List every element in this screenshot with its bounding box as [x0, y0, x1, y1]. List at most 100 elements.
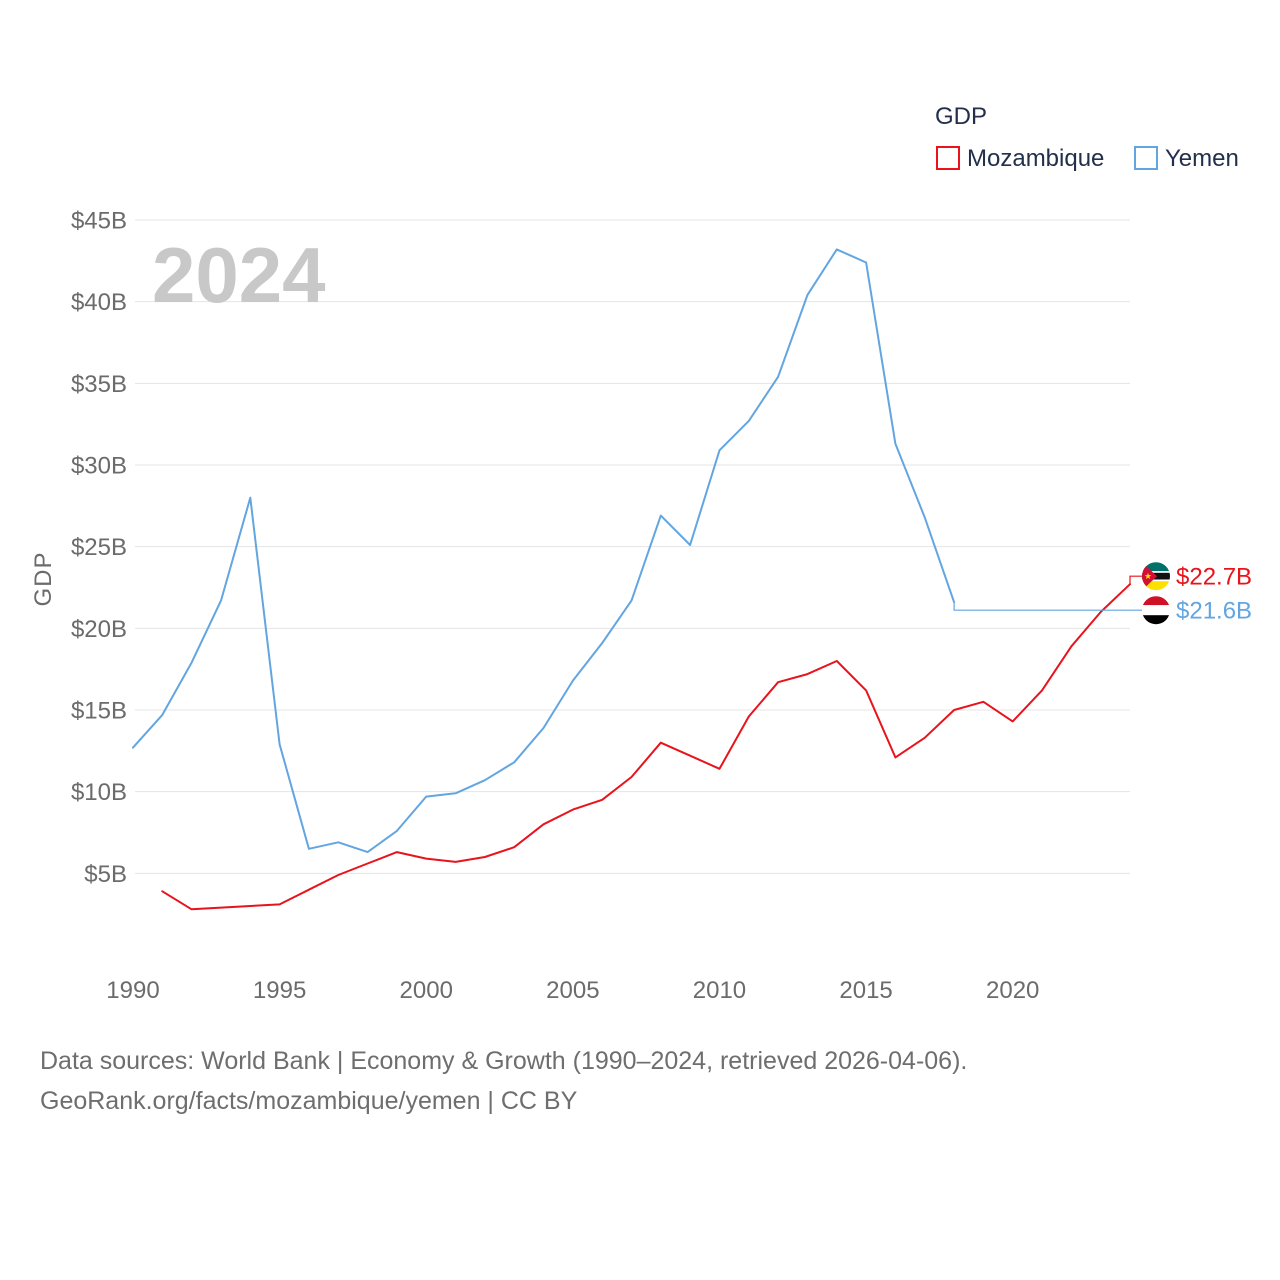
y-tick-label: $15B	[71, 698, 127, 725]
data-sources-text: Data sources: World Bank | Economy & Gro…	[40, 1047, 967, 1075]
data-point-mozambique-1993	[218, 905, 224, 911]
data-point-yemen-1990	[130, 745, 136, 751]
data-point-mozambique-2003	[511, 844, 517, 850]
data-point-mozambique-1994	[247, 903, 253, 909]
data-point-mozambique-2015	[863, 687, 869, 693]
data-point-mozambique-2018	[951, 707, 957, 713]
end-label-connector-mozambique	[1129, 575, 1142, 585]
data-point-mozambique-1997	[335, 872, 341, 878]
data-point-mozambique-2012	[775, 679, 781, 685]
data-point-mozambique-1999	[394, 849, 400, 855]
y-tick-label: $20B	[71, 616, 127, 643]
series-lines	[130, 246, 1131, 912]
legend-swatch-yemen	[1134, 146, 1158, 170]
end-labels: $22.7B $21.6B	[953, 562, 1252, 625]
data-point-mozambique-2013	[804, 671, 810, 677]
data-point-yemen-2012	[775, 374, 781, 380]
data-point-mozambique-2001	[453, 859, 459, 865]
data-point-mozambique-1996	[306, 887, 312, 893]
data-point-yemen-2010	[717, 447, 723, 453]
data-point-yemen-2008	[658, 513, 664, 519]
y-tick-label: $25B	[71, 534, 127, 561]
data-point-mozambique-2016	[892, 754, 898, 760]
data-point-mozambique-2007	[629, 774, 635, 780]
legend-label-yemen: Yemen	[1165, 145, 1239, 172]
data-point-yemen-2013	[804, 292, 810, 298]
data-point-yemen-2001	[453, 790, 459, 796]
legend-title: GDP	[935, 103, 987, 130]
data-point-yemen-1992	[189, 660, 195, 666]
data-point-yemen-2017	[922, 514, 928, 520]
gridlines	[135, 219, 1130, 874]
data-point-mozambique-2021	[1039, 687, 1045, 693]
y-axis-ticks: $5B $10B $15B $20B $25B $30B $35B $40B $45B	[71, 208, 127, 888]
y-tick-label: $35B	[71, 371, 127, 398]
x-tick-label: 2010	[693, 977, 746, 1004]
data-point-yemen-2007	[629, 598, 635, 604]
series-line-yemen	[132, 248, 956, 854]
legend-label-mozambique: Mozambique	[967, 145, 1104, 172]
data-point-yemen-2016	[892, 441, 898, 447]
data-point-yemen-2015	[863, 260, 869, 266]
yemen-flag-icon	[1142, 596, 1170, 625]
data-point-mozambique-2011	[746, 714, 752, 720]
data-point-yemen-1997	[335, 839, 341, 845]
data-point-yemen-2003	[511, 759, 517, 765]
data-point-mozambique-1991	[159, 888, 165, 894]
data-point-mozambique-2010	[717, 766, 723, 772]
data-point-yemen-2011	[746, 418, 752, 424]
x-tick-label: 2005	[546, 977, 599, 1004]
data-point-mozambique-2019	[980, 699, 986, 705]
end-label-yemen: $21.6B	[1176, 598, 1252, 625]
y-tick-label: $30B	[71, 453, 127, 480]
credit-text: GeoRank.org/facts/mozambique/yemen | CC …	[40, 1087, 578, 1115]
end-label-connector-yemen	[953, 602, 1142, 611]
data-point-mozambique-2002	[482, 854, 488, 860]
y-tick-label: $45B	[71, 208, 127, 235]
data-point-yemen-2002	[482, 777, 488, 783]
mozambique-flag-icon	[1142, 562, 1170, 591]
x-tick-label: 1990	[106, 977, 159, 1004]
data-point-mozambique-2006	[599, 797, 605, 803]
legend: GDP Mozambique Yemen	[935, 103, 1239, 172]
data-point-mozambique-2004	[541, 821, 547, 827]
data-point-mozambique-2009	[687, 753, 693, 759]
data-point-yemen-2014	[834, 246, 840, 252]
data-point-yemen-2000	[423, 794, 429, 800]
current-year-watermark: 2024	[152, 231, 326, 319]
data-point-yemen-1995	[277, 741, 283, 747]
data-point-mozambique-2017	[922, 735, 928, 741]
x-tick-label: 2015	[839, 977, 892, 1004]
data-point-mozambique-1995	[277, 901, 283, 907]
data-point-yemen-1999	[394, 828, 400, 834]
data-point-mozambique-2005	[570, 807, 576, 813]
x-axis-ticks: 1990 1995 2000 2005 2010 2015 2020	[106, 977, 1039, 1004]
y-tick-label: $5B	[84, 861, 127, 888]
y-axis-title: GDP	[30, 551, 57, 606]
data-point-yemen-2004	[541, 725, 547, 731]
data-point-yemen-1998	[365, 849, 371, 855]
data-point-mozambique-2020	[1010, 718, 1016, 724]
data-point-yemen-1994	[247, 495, 253, 501]
data-point-mozambique-1992	[189, 906, 195, 912]
data-point-mozambique-2008	[658, 740, 664, 746]
legend-item-yemen[interactable]: Yemen	[1134, 145, 1239, 172]
data-point-yemen-1991	[159, 712, 165, 718]
x-tick-label: 1995	[253, 977, 306, 1004]
legend-item-mozambique[interactable]: Mozambique	[936, 145, 1104, 172]
data-point-yemen-2005	[570, 678, 576, 684]
legend-swatch-mozambique	[936, 146, 960, 170]
x-tick-label: 2000	[400, 977, 453, 1004]
data-point-mozambique-2000	[423, 856, 429, 862]
series-line-mozambique	[161, 583, 1131, 911]
data-point-yemen-2006	[599, 640, 605, 646]
data-point-yemen-1993	[218, 598, 224, 604]
end-label-mozambique: $22.7B	[1176, 564, 1252, 591]
data-point-yemen-2009	[687, 542, 693, 548]
data-point-mozambique-2022	[1068, 643, 1074, 649]
y-tick-label: $40B	[71, 289, 127, 316]
y-tick-label: $10B	[71, 779, 127, 806]
data-point-yemen-1996	[306, 846, 312, 852]
data-point-mozambique-1998	[365, 861, 371, 867]
